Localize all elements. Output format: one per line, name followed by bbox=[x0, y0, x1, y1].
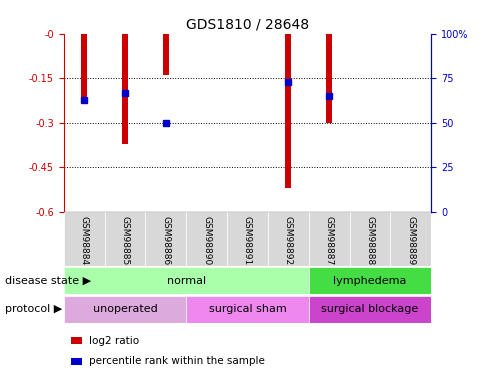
Bar bbox=[391, 212, 431, 266]
Text: unoperated: unoperated bbox=[93, 304, 157, 314]
Text: GSM98890: GSM98890 bbox=[202, 216, 211, 266]
Text: GSM98884: GSM98884 bbox=[79, 216, 89, 266]
Bar bbox=[227, 212, 268, 266]
Text: normal: normal bbox=[167, 276, 206, 286]
Bar bbox=[146, 212, 186, 266]
Bar bbox=[64, 296, 186, 322]
Text: GSM98887: GSM98887 bbox=[324, 216, 334, 266]
Bar bbox=[309, 296, 431, 322]
Text: percentile rank within the sample: percentile rank within the sample bbox=[89, 356, 265, 366]
Bar bbox=[285, 34, 292, 188]
Text: GSM98888: GSM98888 bbox=[366, 216, 374, 266]
Text: GSM98889: GSM98889 bbox=[406, 216, 416, 266]
Title: GDS1810 / 28648: GDS1810 / 28648 bbox=[186, 17, 309, 31]
Bar bbox=[71, 337, 82, 344]
Text: GSM98886: GSM98886 bbox=[161, 216, 171, 266]
Text: GSM98891: GSM98891 bbox=[243, 216, 252, 266]
Bar bbox=[309, 267, 431, 294]
Text: lymphedema: lymphedema bbox=[333, 276, 407, 286]
Bar bbox=[64, 212, 104, 266]
Text: surgical sham: surgical sham bbox=[209, 304, 286, 314]
Bar bbox=[186, 296, 309, 322]
Bar bbox=[64, 267, 309, 294]
Text: GSM98892: GSM98892 bbox=[284, 216, 293, 266]
Bar bbox=[186, 212, 227, 266]
Text: disease state ▶: disease state ▶ bbox=[5, 276, 91, 286]
Text: surgical blockage: surgical blockage bbox=[321, 304, 418, 314]
Text: GSM98885: GSM98885 bbox=[121, 216, 129, 266]
Bar bbox=[71, 358, 82, 364]
Bar bbox=[326, 34, 332, 123]
Text: log2 ratio: log2 ratio bbox=[89, 336, 140, 345]
Bar bbox=[163, 34, 169, 75]
Bar bbox=[81, 34, 87, 99]
Bar bbox=[309, 212, 349, 266]
Bar bbox=[349, 212, 391, 266]
Bar bbox=[268, 212, 309, 266]
Bar bbox=[122, 34, 128, 144]
Bar bbox=[104, 212, 146, 266]
Text: protocol ▶: protocol ▶ bbox=[5, 304, 62, 314]
